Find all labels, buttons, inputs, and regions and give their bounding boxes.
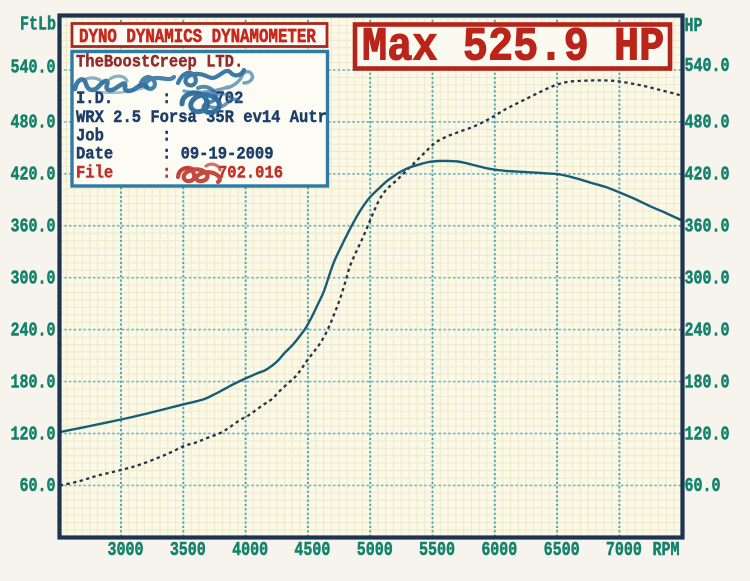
svg-text:6500: 6500: [544, 539, 580, 562]
svg-text:Max 525.9 HP: Max 525.9 HP: [362, 22, 664, 75]
svg-text:420.0: 420.0: [11, 165, 56, 186]
svg-text:480.0: 480.0: [685, 113, 730, 134]
svg-text:I.D.: I.D.: [76, 89, 113, 109]
svg-text::: :: [162, 127, 171, 147]
svg-text:File: File: [76, 164, 113, 184]
svg-text:HP: HP: [685, 17, 703, 38]
svg-text:5000: 5000: [357, 539, 393, 562]
svg-text:TheBoostCreep LTD.: TheBoostCreep LTD.: [76, 53, 243, 73]
svg-text:300.0: 300.0: [685, 269, 730, 290]
svg-text:360.0: 360.0: [685, 217, 730, 238]
svg-text:3000: 3000: [108, 539, 144, 562]
svg-text:120.0: 120.0: [11, 425, 56, 446]
svg-text:3500: 3500: [170, 539, 206, 562]
svg-text:480.0: 480.0: [11, 113, 56, 134]
svg-text:180.0: 180.0: [685, 373, 730, 394]
svg-text:FtLb: FtLb: [20, 15, 56, 36]
svg-text:240.0: 240.0: [685, 321, 730, 342]
svg-text:420.0: 420.0: [685, 165, 730, 186]
svg-text:Date: Date: [76, 145, 113, 165]
svg-text:120.0: 120.0: [685, 425, 730, 446]
svg-text:702.016: 702.016: [218, 164, 283, 184]
svg-text:60.0: 60.0: [20, 477, 56, 498]
svg-text:6000: 6000: [481, 539, 517, 562]
svg-text:: 09-19-2009: : 09-19-2009: [162, 145, 274, 165]
svg-text:540.0: 540.0: [685, 56, 730, 77]
svg-text:DYNO DYNAMICS DYNAMOMETER: DYNO DYNAMICS DYNAMOMETER: [79, 27, 316, 49]
svg-text:7000: 7000: [606, 539, 642, 562]
svg-text:4000: 4000: [232, 539, 268, 562]
svg-text::: :: [162, 89, 171, 109]
svg-text::: :: [162, 164, 171, 184]
svg-text:360.0: 360.0: [11, 217, 56, 238]
svg-text:180.0: 180.0: [11, 373, 56, 394]
svg-text:4500: 4500: [294, 539, 330, 562]
svg-text:RPM: RPM: [653, 539, 680, 562]
svg-text:540.0: 540.0: [11, 58, 56, 79]
svg-text:240.0: 240.0: [11, 321, 56, 342]
svg-text:60.0: 60.0: [685, 477, 721, 498]
svg-text:300.0: 300.0: [11, 269, 56, 290]
svg-text:5500: 5500: [419, 539, 455, 562]
svg-text:WRX 2.5 Forsa 35R ev14 Autr: WRX 2.5 Forsa 35R ev14 Autr: [76, 108, 327, 128]
svg-text:Job: Job: [76, 127, 104, 147]
